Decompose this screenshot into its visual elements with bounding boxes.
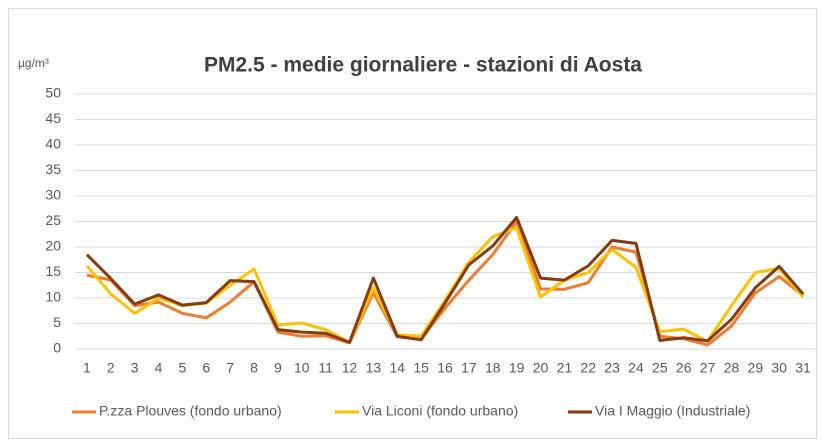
x-tick-label: 21 (557, 360, 573, 376)
x-tick-label: 28 (724, 360, 740, 376)
x-tick-label: 3 (131, 360, 139, 376)
y-tick-label: 0 (53, 340, 61, 356)
y-tick-label: 40 (45, 136, 61, 152)
x-tick-label: 16 (437, 360, 453, 376)
y-tick-label: 35 (45, 161, 61, 177)
y-tick-label: 5 (53, 314, 61, 330)
x-tick-label: 24 (628, 360, 644, 376)
x-tick-label: 11 (318, 360, 333, 376)
chart-frame (8, 8, 817, 439)
x-tick-label: 17 (461, 360, 477, 376)
y-tick-label: 50 (45, 85, 61, 101)
x-tick-label: 23 (604, 360, 620, 376)
x-tick-label: 14 (389, 360, 405, 376)
x-tick-label: 15 (413, 360, 429, 376)
x-tick-label: 26 (676, 360, 692, 376)
y-tick-label: 30 (45, 187, 61, 203)
x-tick-label: 5 (179, 360, 187, 376)
x-tick-label: 9 (274, 360, 282, 376)
x-tick-label: 1 (83, 360, 91, 376)
x-tick-label: 29 (748, 360, 764, 376)
legend-label: Via I Maggio (Industriale) (595, 403, 750, 419)
x-tick-label: 10 (294, 360, 310, 376)
x-tick-label: 2 (107, 360, 115, 376)
x-tick-label: 7 (226, 360, 234, 376)
x-tick-label: 6 (202, 360, 210, 376)
y-tick-label: 15 (45, 263, 61, 279)
x-tick-label: 31 (795, 360, 811, 376)
x-tick-label: 4 (155, 360, 163, 376)
x-tick-label: 20 (533, 360, 549, 376)
x-tick-label: 12 (342, 360, 358, 376)
y-tick-label: 20 (45, 238, 61, 254)
legend-label: Via Liconi (fondo urbano) (362, 403, 518, 419)
y-tick-label: 45 (45, 110, 61, 126)
x-tick-label: 27 (700, 360, 716, 376)
x-tick-label: 18 (485, 360, 501, 376)
y-tick-label: 10 (45, 289, 61, 305)
x-tick-label: 25 (652, 360, 668, 376)
x-tick-label: 22 (580, 360, 596, 376)
y-tick-label: 25 (45, 212, 61, 228)
x-tick-label: 19 (509, 360, 525, 376)
y-axis-label: µg/m³ (18, 56, 49, 70)
x-tick-label: 30 (771, 360, 787, 376)
x-tick-label: 8 (250, 360, 258, 376)
legend-label: P.zza Plouves (fondo urbano) (99, 403, 282, 419)
chart-title: PM2.5 - medie giornaliere - stazioni di … (204, 54, 642, 77)
x-tick-label: 13 (366, 360, 382, 376)
series-line (85, 215, 805, 344)
